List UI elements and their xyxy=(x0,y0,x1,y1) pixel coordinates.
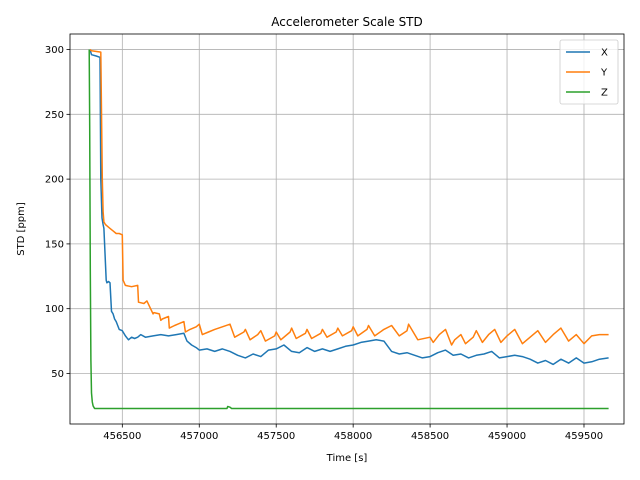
y-axis-ticks: 50 100 150 200 250 300 xyxy=(45,45,70,380)
y-tick-label: 150 xyxy=(45,239,64,250)
legend-label-z: Z xyxy=(601,88,608,99)
y-tick-label: 300 xyxy=(45,45,64,56)
y-tick-label: 250 xyxy=(45,110,64,121)
chart-title: Accelerometer Scale STD xyxy=(271,15,423,29)
y-tick-label: 50 xyxy=(51,369,64,380)
x-tick-label: 459500 xyxy=(565,431,603,442)
x-gridlines xyxy=(121,34,585,424)
plot-frame xyxy=(69,33,625,425)
y-axis-label: STD [ppm] xyxy=(16,202,27,256)
legend-label-x: X xyxy=(601,48,608,59)
x-tick-label: 459000 xyxy=(488,431,526,442)
x-axis-label: Time [s] xyxy=(326,453,368,464)
y-tick-label: 200 xyxy=(45,175,64,186)
y-tick-label: 100 xyxy=(45,304,64,315)
series-line-y xyxy=(89,48,609,346)
legend-label-y: Y xyxy=(600,68,608,79)
x-tick-label: 457500 xyxy=(257,431,295,442)
x-tick-label: 458500 xyxy=(411,431,449,442)
legend: XYZ xyxy=(559,39,619,105)
x-tick-label: 456500 xyxy=(103,431,141,442)
series-layer xyxy=(88,48,609,410)
x-axis-ticks: 456500 457000 457500 458000 458500 459000 4595… xyxy=(103,424,603,442)
series-line-x xyxy=(89,49,609,366)
x-tick-label: 458000 xyxy=(334,431,372,442)
y-gridlines xyxy=(70,49,624,374)
series-line-z xyxy=(88,49,609,410)
x-tick-label: 457000 xyxy=(180,431,218,442)
